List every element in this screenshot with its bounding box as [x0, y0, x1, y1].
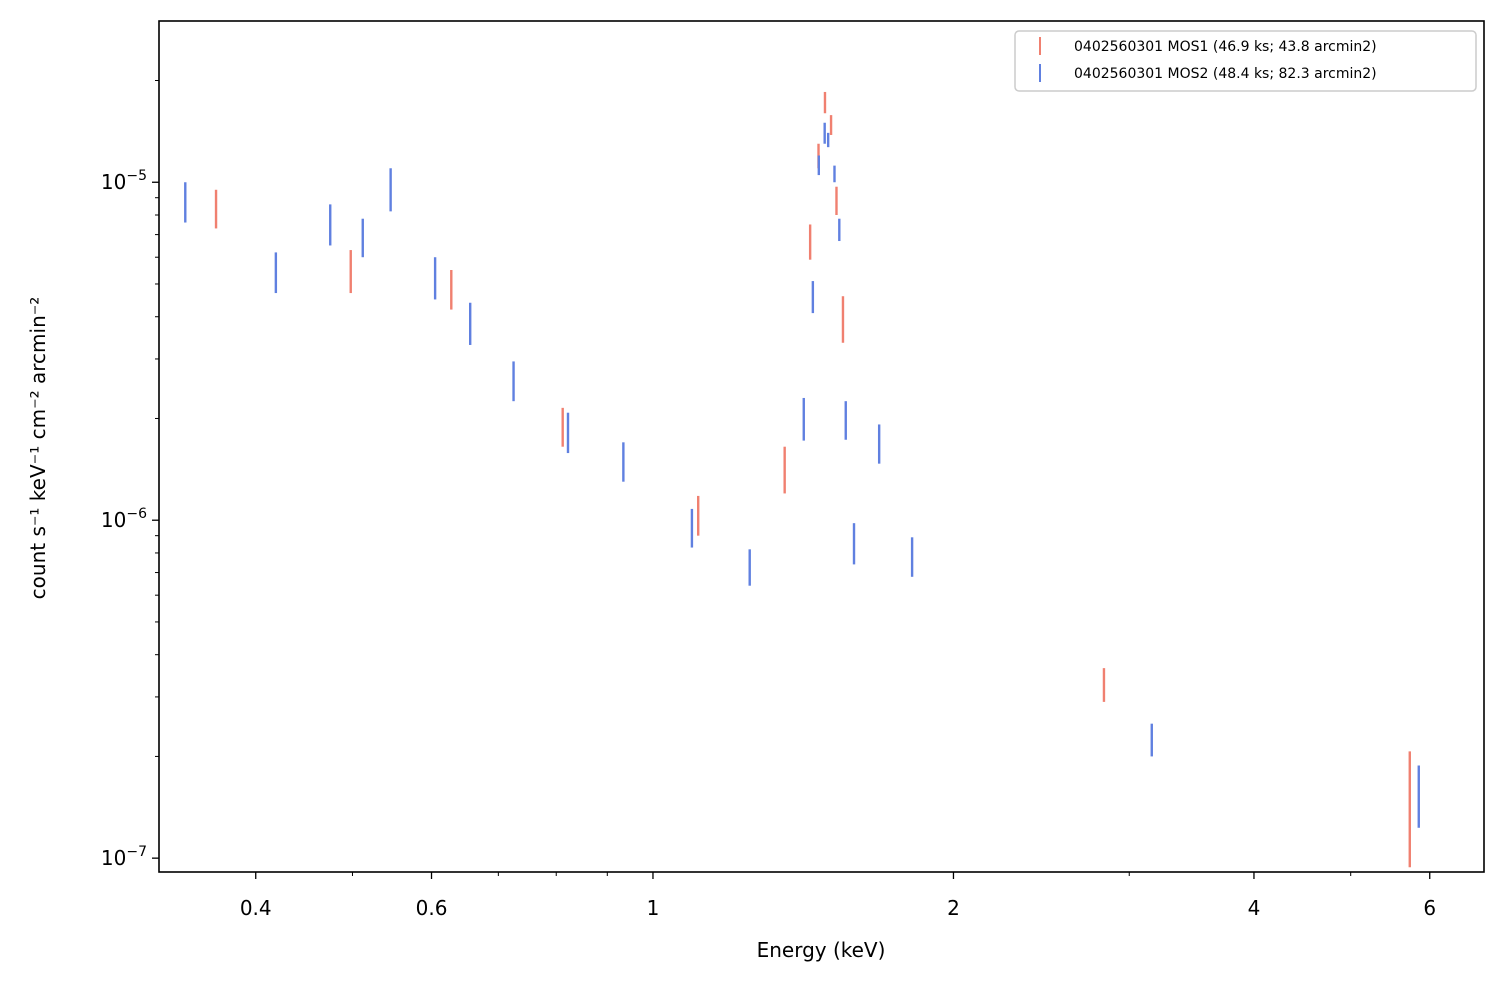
legend-label-mos1: 0402560301 MOS1 (46.9 ks; 43.8 arcmin2): [1074, 39, 1377, 55]
series-layer: [184, 91, 1420, 868]
plot-frame: [158, 20, 1485, 873]
x-axis-label: Energy (keV): [757, 938, 886, 962]
x-tick-label: 0.4: [240, 896, 272, 920]
x-tick-label: 6: [1423, 896, 1436, 920]
x-tick-label: 4: [1248, 896, 1261, 920]
y-tick-label: 10−7: [101, 844, 147, 870]
x-axis: 0.4 0.6 1 2 4 6: [240, 872, 1436, 920]
y-tick-label: 10−5: [101, 168, 147, 194]
legend: 0402560301 MOS1 (46.9 ks; 43.8 arcmin2) …: [1014, 30, 1477, 92]
x-tick-label: 2: [947, 896, 960, 920]
y-tick-label: 10−6: [101, 506, 147, 532]
series-2: [184, 122, 1420, 828]
x-tick-label: 1: [647, 896, 660, 920]
series-1: [214, 91, 1411, 868]
y-axis: 10−7 10−6 10−5: [101, 80, 159, 870]
legend-label-mos2: 0402560301 MOS2 (48.4 ks; 82.3 arcmin2): [1074, 66, 1377, 82]
y-axis-label: count s⁻¹ keV⁻¹ cm⁻² arcmin⁻²: [26, 297, 50, 600]
legend-box: [1014, 30, 1477, 92]
x-tick-label: 0.6: [416, 896, 448, 920]
